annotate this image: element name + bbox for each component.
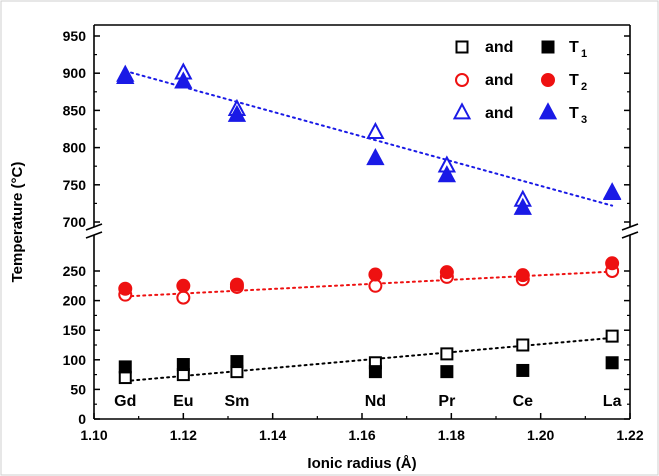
t1-filled-square-point-3: [368, 365, 382, 379]
legend-label-0: T: [569, 39, 579, 56]
t1-filled-square-point-0: [118, 360, 132, 374]
y-tick-label-0-3: 150: [63, 322, 87, 338]
legend-and-2: and: [485, 105, 513, 122]
legend-label-2: T: [569, 105, 579, 122]
legend-filled-circle-1: [541, 73, 555, 87]
y-tick-label-1-4: 900: [63, 65, 87, 81]
x-tick-label-1: 1.12: [170, 427, 197, 443]
y-tick-label-1-0: 700: [63, 214, 87, 230]
y-tick-label-0-2: 100: [63, 352, 87, 368]
legend-filled-triangle-2: [538, 102, 558, 120]
t2-filled-circle-point-1: [176, 278, 191, 293]
y-tick-label-0-4: 200: [63, 293, 87, 309]
axis-break-mark-right-1: [621, 223, 639, 231]
y-tick-label-0-0: 0: [78, 411, 86, 427]
t3-filled-triangle-point-6: [602, 182, 622, 200]
axis-break-mark-left-2: [85, 231, 103, 239]
x-tick-label-2: 1.14: [259, 427, 286, 443]
y-axis-title: Temperature (°C): [9, 162, 26, 283]
element-label-pr: Pr: [438, 393, 455, 410]
t1-open-square-point-6: [605, 329, 619, 343]
x-tick-label-6: 1.22: [616, 427, 643, 443]
legend-open-square-0: [455, 40, 469, 54]
x-tick-label-4: 1.18: [438, 427, 465, 443]
t3-filled-triangle-point-0: [116, 66, 135, 84]
t1-open-square-point-5: [516, 338, 530, 352]
t1-open-square-point-4: [440, 347, 454, 361]
t2-filled-circle-point-0: [118, 281, 133, 296]
y-tick-label-1-2: 800: [63, 140, 87, 156]
axis-ticks: 1.10 1.12 1.14 1.16 1.18 1.20 1.22 0 50 100 150 200…: [63, 28, 644, 443]
t2-filled-circle-point-4: [439, 265, 454, 280]
t2-filled-circle-point-2: [229, 277, 244, 292]
y-tick-label-0-5: 250: [63, 263, 87, 279]
element-label-sm: Sm: [224, 393, 249, 410]
t3-filled-triangle-point-3: [366, 147, 385, 166]
t1-open-square-point-0: [118, 371, 132, 385]
t1-filled-square-point-2: [230, 355, 244, 369]
t3-filled-triangle-point-2: [227, 104, 247, 122]
y-tick-label-1-3: 850: [63, 102, 87, 118]
x-axis-title: Ionic radius (Å): [307, 455, 416, 472]
legend-label-1: T: [569, 72, 579, 89]
x-tick-label-0: 1.10: [80, 427, 107, 443]
element-label-eu: Eu: [173, 393, 193, 410]
fit-line-t1: [124, 336, 614, 383]
t1-filled-square-point-4: [440, 365, 454, 379]
legend-subscript-0: 1: [581, 48, 587, 60]
t3-filled-triangle-point-5: [513, 197, 532, 215]
element-label-ce: Ce: [513, 393, 534, 410]
t2-open-circle-point-3: [368, 278, 383, 293]
legend-open-triangle-2: [452, 102, 472, 120]
t1-filled-square-point-5: [516, 363, 530, 377]
legend-and-1: and: [485, 72, 513, 89]
legend-filled-square-0: [541, 40, 555, 54]
t2-open-circle-point-1: [176, 290, 191, 305]
x-tick-label-3: 1.16: [348, 427, 375, 443]
axis-break-mark-left-1: [85, 223, 103, 231]
element-label-nd: Nd: [365, 393, 386, 410]
t3-filled-triangle-point-1: [174, 71, 193, 89]
t3-filled-triangle-point-4: [437, 165, 457, 183]
element-labels: Gd Eu Sm Nd Pr Ce La: [114, 393, 621, 410]
t2-filled-circle-point-3: [368, 267, 383, 282]
axis-break-mark-right-2: [621, 231, 639, 239]
y-tick-label-1-1: 750: [63, 177, 87, 193]
t2-filled-circle-point-5: [515, 268, 530, 283]
legend-open-circle-1: [455, 73, 469, 87]
legend-and-0: and: [485, 39, 513, 56]
t3-open-triangle-point-3: [366, 121, 385, 140]
element-label-la: La: [603, 393, 622, 410]
legend-subscript-1: 2: [581, 81, 587, 93]
y-tick-label-0-1: 50: [70, 381, 86, 397]
data-markers: [116, 62, 622, 385]
t2-filled-circle-point-6: [605, 256, 620, 271]
t1-filled-square-point-6: [605, 356, 619, 370]
x-tick-label-5: 1.20: [527, 427, 554, 443]
element-label-gd: Gd: [114, 393, 136, 410]
legend-subscript-2: 3: [581, 114, 587, 126]
y-tick-label-1-5: 950: [63, 28, 87, 44]
t1-filled-square-point-1: [176, 358, 190, 372]
